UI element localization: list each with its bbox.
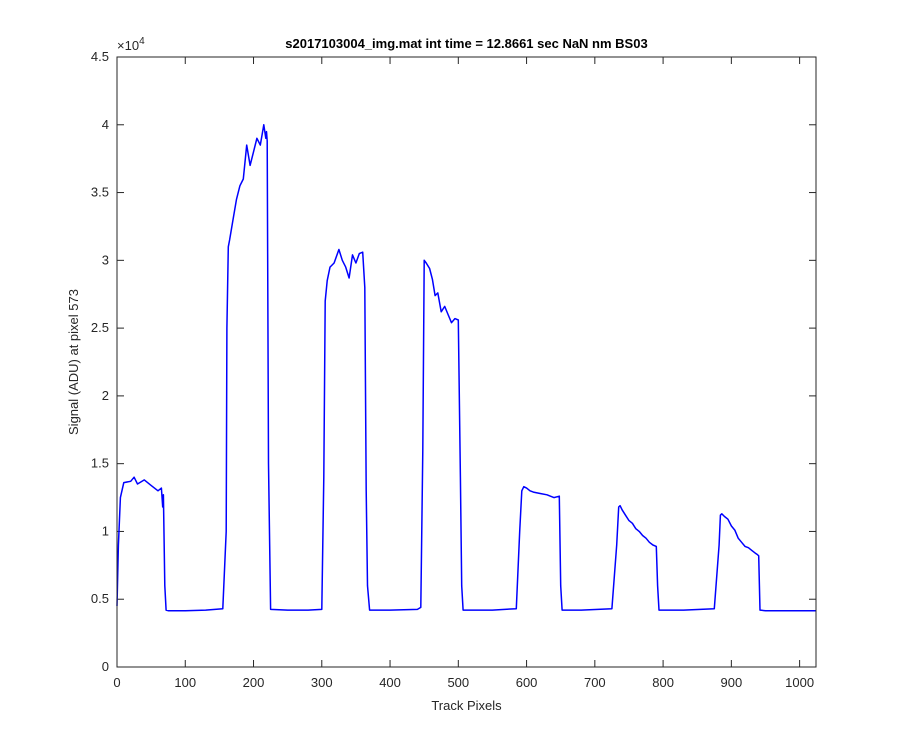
- x-tick-label: 1000: [785, 675, 814, 690]
- x-axis-label: Track Pixels: [431, 698, 502, 713]
- chart-title: s2017103004_img.mat int time = 12.8661 s…: [285, 36, 647, 51]
- x-tick-label: 600: [516, 675, 538, 690]
- x-tick-label: 900: [721, 675, 743, 690]
- x-tick-label: 700: [584, 675, 606, 690]
- plot-frame: [116, 56, 817, 668]
- y-exponent-label: ×104: [117, 36, 145, 53]
- x-tick-label: 500: [447, 675, 469, 690]
- y-tick-label: 4.5: [91, 49, 109, 64]
- y-tick-label: 3: [102, 252, 109, 267]
- ticks-layer: 0 100 200 300 400 500 600 700 800 900 1000 0 0.5 1 1.5…: [91, 49, 816, 690]
- y-tick-label: 4: [102, 117, 109, 132]
- x-tick-label: 200: [243, 675, 265, 690]
- y-tick-label: 2: [102, 388, 109, 403]
- x-tick-label: 400: [379, 675, 401, 690]
- y-tick-label: 2.5: [91, 320, 109, 335]
- y-tick-label: 0.5: [91, 591, 109, 606]
- y-exponent-base: ×10: [117, 38, 139, 53]
- series-line: [116, 124, 816, 612]
- y-tick-label: 1.5: [91, 456, 109, 471]
- y-tick-label: 0: [102, 659, 109, 674]
- y-tick-label: 3.5: [91, 185, 109, 200]
- x-tick-label: 0: [113, 675, 120, 690]
- y-axis-label: Signal (ADU) at pixel 573: [66, 289, 81, 435]
- x-tick-label: 800: [652, 675, 674, 690]
- x-tick-label: 100: [174, 675, 196, 690]
- plot-area: [117, 57, 816, 667]
- y-exponent-power: 4: [139, 36, 145, 47]
- x-tick-label: 300: [311, 675, 333, 690]
- y-tick-label: 1: [102, 523, 109, 538]
